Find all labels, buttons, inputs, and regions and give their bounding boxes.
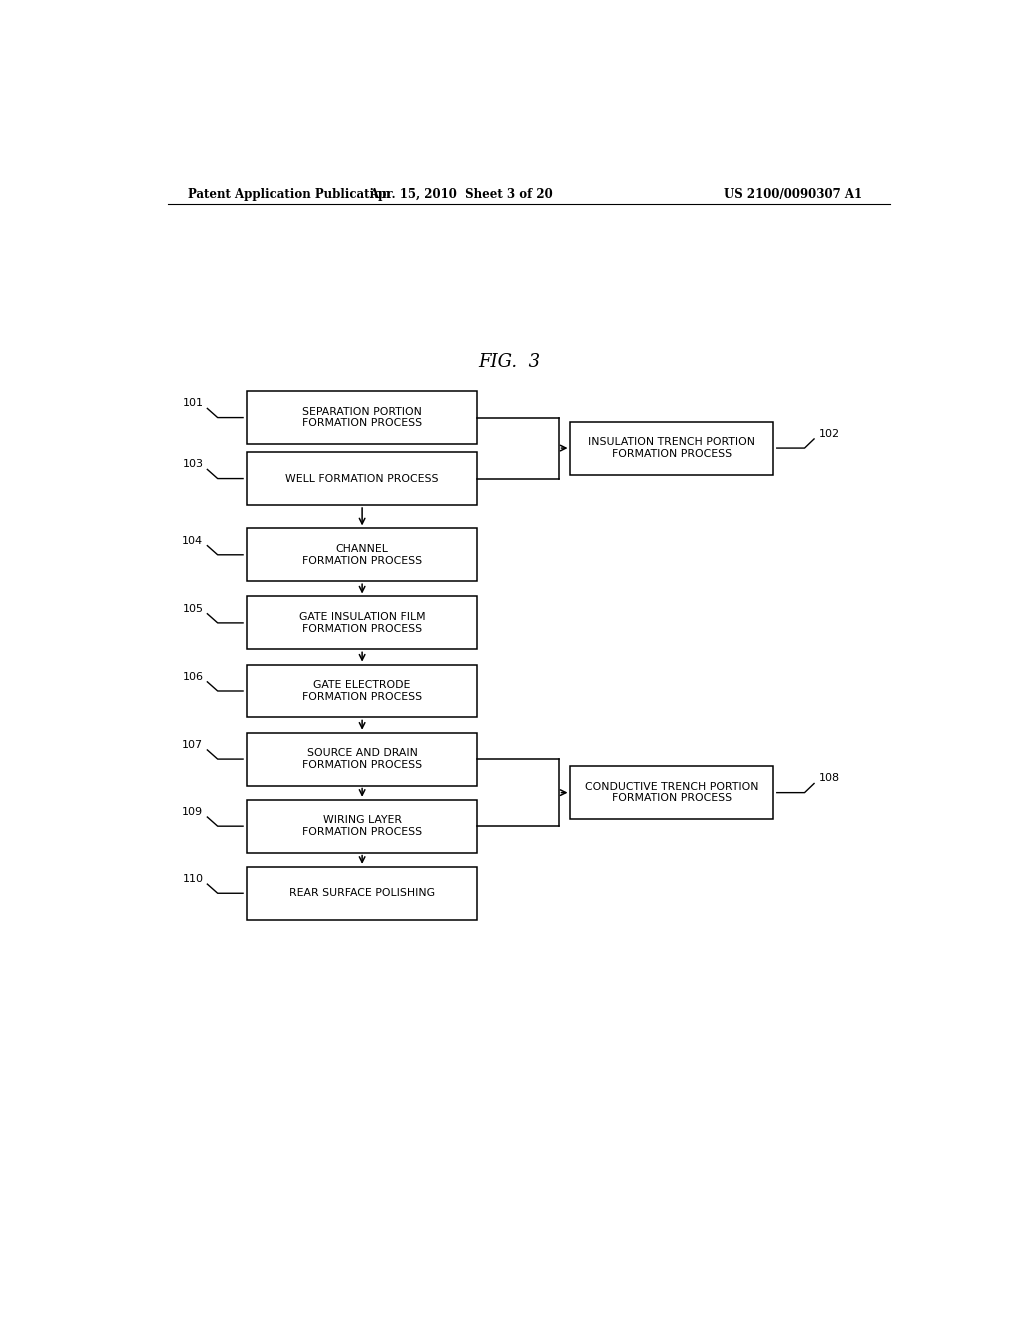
Text: SOURCE AND DRAIN
FORMATION PROCESS: SOURCE AND DRAIN FORMATION PROCESS xyxy=(302,748,422,770)
Bar xyxy=(247,391,477,444)
Text: Patent Application Publication: Patent Application Publication xyxy=(187,189,390,202)
Bar xyxy=(247,800,477,853)
Text: WELL FORMATION PROCESS: WELL FORMATION PROCESS xyxy=(286,474,439,483)
Bar xyxy=(247,597,477,649)
Text: 108: 108 xyxy=(819,774,840,784)
Text: 103: 103 xyxy=(182,459,204,470)
Text: 102: 102 xyxy=(819,429,840,440)
Text: 101: 101 xyxy=(182,399,204,408)
Text: 110: 110 xyxy=(182,874,204,884)
Text: INSULATION TRENCH PORTION
FORMATION PROCESS: INSULATION TRENCH PORTION FORMATION PROC… xyxy=(588,437,755,459)
Text: GATE ELECTRODE
FORMATION PROCESS: GATE ELECTRODE FORMATION PROCESS xyxy=(302,680,422,702)
Text: 106: 106 xyxy=(182,672,204,682)
Text: 107: 107 xyxy=(182,741,204,750)
Text: 109: 109 xyxy=(182,807,204,817)
Text: CHANNEL
FORMATION PROCESS: CHANNEL FORMATION PROCESS xyxy=(302,544,422,565)
Text: Apr. 15, 2010  Sheet 3 of 20: Apr. 15, 2010 Sheet 3 of 20 xyxy=(370,189,553,202)
Text: WIRING LAYER
FORMATION PROCESS: WIRING LAYER FORMATION PROCESS xyxy=(302,816,422,837)
Bar xyxy=(247,664,477,718)
Text: 105: 105 xyxy=(182,603,204,614)
Text: 104: 104 xyxy=(182,536,204,545)
Text: SEPARATION PORTION
FORMATION PROCESS: SEPARATION PORTION FORMATION PROCESS xyxy=(302,407,422,429)
Text: US 2100/0090307 A1: US 2100/0090307 A1 xyxy=(724,189,862,202)
Bar xyxy=(570,766,773,818)
Bar xyxy=(247,733,477,785)
Bar xyxy=(247,867,477,920)
Text: GATE INSULATION FILM
FORMATION PROCESS: GATE INSULATION FILM FORMATION PROCESS xyxy=(299,612,425,634)
Bar xyxy=(247,528,477,581)
Text: REAR SURFACE POLISHING: REAR SURFACE POLISHING xyxy=(289,888,435,898)
Bar xyxy=(570,421,773,474)
Text: CONDUCTIVE TRENCH PORTION
FORMATION PROCESS: CONDUCTIVE TRENCH PORTION FORMATION PROC… xyxy=(585,781,759,804)
Bar xyxy=(247,453,477,506)
Text: FIG.  3: FIG. 3 xyxy=(478,352,540,371)
